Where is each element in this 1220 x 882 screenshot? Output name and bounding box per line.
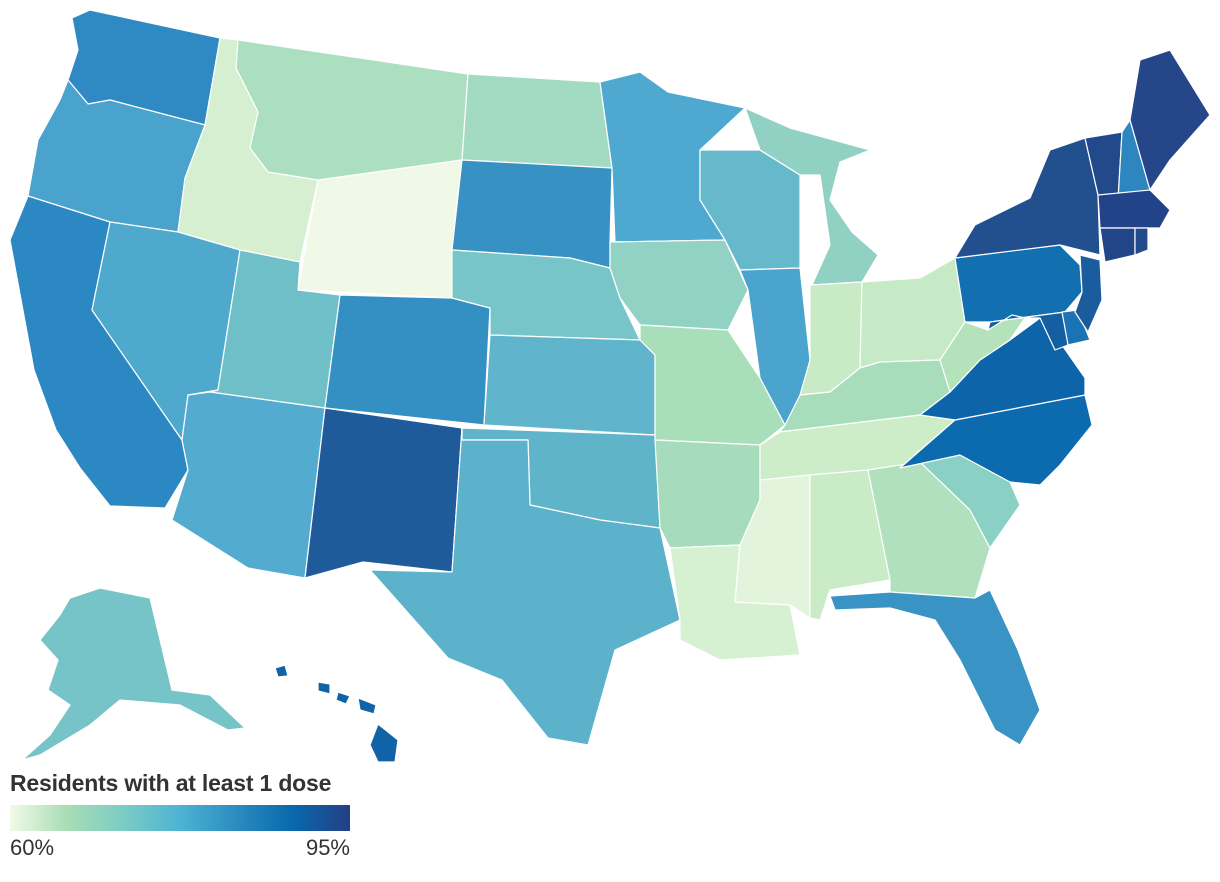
state-alaska[interactable] [21,587,246,761]
state-hawaii[interactable] [274,664,399,763]
state-north-dakota[interactable] [461,73,613,169]
legend-color-scale [10,805,350,831]
legend-labels: 60% 95% [10,835,350,863]
state-michigan[interactable] [744,107,879,286]
state-rhode-island[interactable] [1134,227,1149,256]
state-new-mexico[interactable] [304,407,463,579]
state-montana[interactable] [235,39,469,181]
state-connecticut[interactable] [1099,227,1136,263]
state-massachusetts[interactable] [1097,189,1171,229]
state-texas[interactable] [369,427,681,746]
state-new-jersey[interactable] [1074,254,1103,333]
legend-min-label: 60% [10,835,55,860]
legend-title: Residents with at least 1 dose [10,770,332,796]
color-legend: Residents with at least 1 dose 60% 95% [10,770,355,863]
state-colorado[interactable] [324,294,491,426]
legend-max-label: 95% [305,835,350,860]
state-kansas[interactable] [483,334,656,436]
state-delaware[interactable] [1061,309,1091,346]
state-wyoming[interactable] [297,159,463,299]
state-florida[interactable] [829,589,1041,746]
state-arizona[interactable] [171,391,326,579]
state-arkansas[interactable] [654,439,761,549]
state-new-york[interactable] [954,137,1101,259]
state-iowa[interactable] [609,239,749,331]
state-pennsylvania[interactable] [954,244,1083,323]
